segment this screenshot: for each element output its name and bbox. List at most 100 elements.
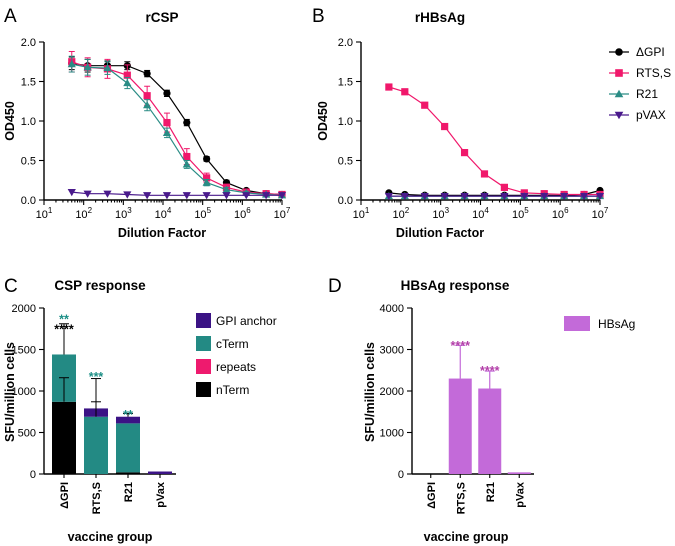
x-tick-label-b: 107 [592, 206, 609, 221]
data-point-a [83, 63, 92, 71]
panel-label-d: D [328, 276, 342, 297]
data-point-a [163, 89, 171, 97]
y-tick-label-d: 4000 [380, 303, 404, 315]
y-tick-label-c: 0 [30, 469, 36, 481]
data-point-b [560, 192, 569, 201]
panel-label-b: B [312, 6, 325, 27]
data-point-a [182, 160, 191, 168]
legend-b-marker [614, 111, 624, 120]
significance-label-d: **** [451, 339, 471, 353]
data-point-a [123, 71, 131, 79]
data-point-a [162, 192, 172, 200]
legend-b-marks [609, 48, 629, 120]
x-tick-label-b: 101 [353, 206, 370, 221]
legend-c-label-gpi-anchor: GPI anchor [216, 314, 277, 328]
series-line-b [388, 86, 600, 196]
bar-c-cTerm [84, 416, 108, 474]
x-axis-label-b: Dilution Factor [396, 226, 484, 240]
legend-c-label-cterm: cTerm [216, 337, 249, 351]
bar-d-hbsag [507, 472, 531, 474]
data-point-a [183, 152, 191, 161]
legend-b-marker [614, 89, 624, 98]
bar-c-GPI anchor [148, 471, 172, 474]
data-point-b [480, 192, 489, 201]
data-point-b [579, 192, 589, 201]
legend-b-label-pvax: pVAX [636, 108, 666, 122]
legend-c-label-nterm: nTerm [216, 383, 249, 397]
legend-d: HBsAg [564, 316, 635, 331]
y-axis-label-a: OD450 [3, 101, 17, 141]
data-point-b [385, 83, 393, 91]
plot-b: 0.0 0.5 1.0 1.5 2.0 101 102 103 104 105 106 107 [338, 37, 609, 221]
data-point-a [277, 192, 287, 200]
data-point-a [83, 190, 92, 198]
data-point-a [143, 92, 151, 100]
legend-b-label-rts: RTS,S [636, 66, 671, 80]
data-point-a [67, 60, 76, 68]
x-tick-label-a: 101 [36, 206, 53, 221]
y-tick-label-d: 1000 [380, 428, 404, 440]
data-point-a [182, 192, 191, 200]
y-tick-label-a: 0.0 [21, 195, 36, 207]
data-point-b [500, 192, 509, 201]
data-point-a [103, 63, 112, 72]
series-b-ΔGPI [385, 186, 604, 199]
data-point-a [242, 192, 251, 200]
legend-c-swatch-cterm [196, 336, 211, 351]
x-tick-label-c: ΔGPI [59, 482, 71, 509]
y-tick-label-d: 3000 [380, 345, 404, 357]
data-point-b [500, 183, 508, 191]
data-point-a [163, 118, 171, 127]
data-point-b [595, 192, 605, 201]
legend-b-marker [615, 69, 623, 77]
legend-b: ΔGPI RTS,S R21 pVAX [609, 45, 671, 122]
significance-label-d: **** [480, 364, 500, 378]
y-axis-label-c: SFU/million cells [3, 342, 17, 442]
x-tick-label-b: 102 [392, 206, 409, 221]
data-point-b [440, 192, 449, 201]
series-a-R21 [67, 55, 287, 199]
data-point-b [400, 192, 409, 201]
y-tick-label-c: 1000 [12, 386, 36, 398]
x-tick-label-b: 104 [472, 206, 489, 221]
x-tick-label-d: RTS,S [455, 482, 467, 514]
y-tick-label-b: 1.0 [338, 116, 353, 128]
data-point-b [420, 192, 429, 201]
x-axis-label-a: Dilution Factor [118, 226, 206, 240]
y-tick-label-c: 500 [18, 428, 36, 440]
data-point-a [222, 192, 231, 200]
data-point-b [384, 192, 393, 201]
y-tick-label-b: 0.5 [338, 156, 353, 168]
data-point-a [183, 118, 191, 127]
plot-d: 0 1000 2000 3000 4000 ΔGPI RTS,S R21 pVax **** ***… [380, 303, 534, 514]
series-line-a [71, 63, 283, 196]
panel-label-c: C [4, 276, 18, 297]
data-point-a [222, 185, 231, 193]
y-tick-label-b: 2.0 [338, 37, 353, 49]
significance-label-c: *** [89, 370, 104, 384]
data-point-b [421, 101, 429, 109]
significance-label-c: ** [59, 313, 69, 327]
y-tick-label-d: 0 [398, 469, 404, 481]
x-tick-label-d: ΔGPI [426, 482, 438, 509]
series-b-pVAX [384, 192, 605, 201]
x-tick-label-a: 104 [155, 206, 172, 221]
data-point-a [162, 128, 172, 136]
legend-b-label-r21: R21 [636, 87, 658, 101]
plot-a: 0.0 0.5 1.0 1.5 2.0 101 102 103 104 105 106 107 [21, 37, 291, 221]
y-tick-label-c: 2000 [12, 303, 36, 315]
data-point-b [520, 192, 529, 201]
legend-d-label-hbsag: HBsAg [598, 317, 635, 331]
series-line-a [71, 62, 283, 196]
y-tick-label-d: 2000 [380, 386, 404, 398]
data-point-b [540, 192, 549, 201]
legend-c-swatch-nterm [196, 382, 211, 397]
y-tick-label-c: 1500 [12, 345, 36, 357]
legend-c-label-repeats: repeats [216, 360, 256, 374]
chart-title-c: CSP response [54, 278, 146, 293]
series-a-pVAX [67, 189, 287, 200]
data-point-a [202, 192, 211, 200]
chart-title-d: HBsAg response [401, 278, 510, 293]
